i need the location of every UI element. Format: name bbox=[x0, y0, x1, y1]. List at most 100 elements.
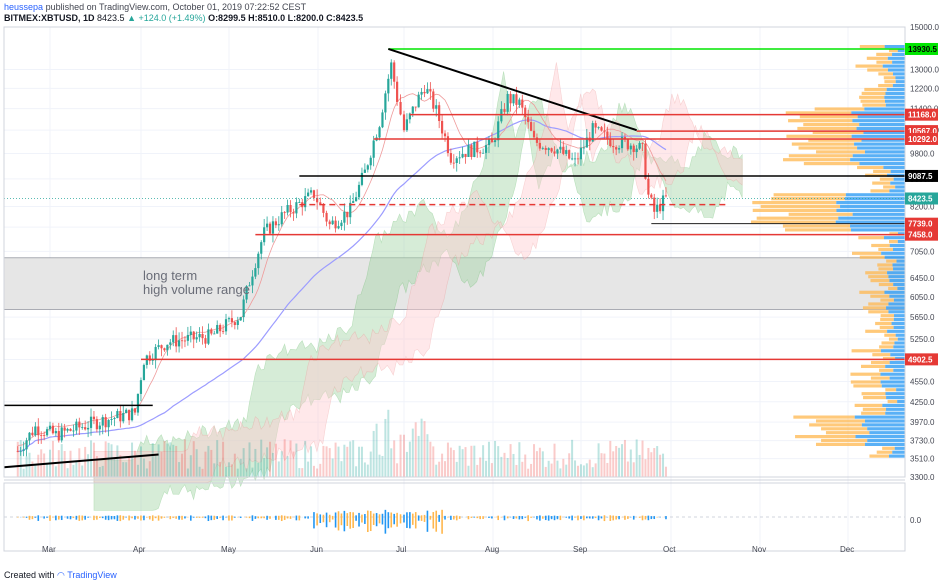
osc-bar bbox=[148, 515, 151, 520]
candle-body bbox=[325, 212, 328, 222]
vp-bar-down bbox=[863, 396, 887, 400]
vp-bar-up bbox=[850, 158, 905, 162]
volume-bar bbox=[166, 443, 169, 477]
candle-body bbox=[405, 119, 409, 131]
candle-body bbox=[337, 226, 340, 229]
vp-bar-down bbox=[883, 185, 896, 189]
tradingview-logo-icon[interactable]: ◠ bbox=[57, 570, 65, 580]
osc-bar bbox=[204, 516, 207, 519]
vp-bar-down bbox=[880, 314, 895, 318]
candle-body bbox=[172, 335, 175, 343]
osc-bar bbox=[603, 515, 606, 522]
candle-body bbox=[366, 165, 369, 170]
volume-bar bbox=[582, 465, 585, 477]
osc-y-tick: 0.0 bbox=[910, 516, 922, 525]
vp-bar-up bbox=[884, 290, 905, 294]
osc-bar bbox=[491, 516, 493, 519]
osc-bar bbox=[586, 516, 588, 519]
candle-body bbox=[183, 340, 187, 342]
volume-bar bbox=[298, 468, 301, 477]
candle-body bbox=[343, 211, 346, 223]
vp-bar-up bbox=[884, 255, 905, 259]
symbol-label[interactable]: BITMEX:XBTUSD, 1D bbox=[4, 13, 95, 23]
volume-bar bbox=[271, 452, 274, 477]
vp-bar-up bbox=[886, 407, 905, 411]
volume-bar bbox=[51, 440, 54, 477]
osc-bar bbox=[319, 514, 322, 524]
candle-body bbox=[538, 142, 541, 149]
vp-bar-down bbox=[751, 220, 836, 224]
volume-bar bbox=[656, 446, 659, 477]
vp-bar-down bbox=[803, 123, 860, 127]
vp-bar-up bbox=[897, 399, 905, 404]
vp-bar-down bbox=[785, 111, 852, 115]
publisher-name[interactable]: heussepa bbox=[4, 2, 44, 12]
vp-bar-down bbox=[864, 87, 887, 92]
osc-bar bbox=[22, 516, 25, 518]
volume-bar bbox=[411, 428, 414, 477]
volume-bar bbox=[337, 446, 340, 477]
osc-bar bbox=[624, 515, 626, 520]
price-tag-bg bbox=[905, 192, 938, 205]
candle-body bbox=[455, 158, 458, 164]
vp-bar-up bbox=[889, 454, 905, 458]
candle-body bbox=[245, 286, 248, 300]
osc-bar bbox=[571, 515, 573, 521]
volume-bar bbox=[145, 468, 148, 477]
candle-body bbox=[298, 202, 301, 203]
vp-bar-up bbox=[884, 45, 905, 49]
osc-pane-frame bbox=[3, 482, 906, 552]
y-tick-label: 9800.0 bbox=[910, 150, 935, 159]
vp-bar-down bbox=[850, 372, 881, 376]
candle-body bbox=[309, 190, 313, 193]
candle-body bbox=[527, 117, 530, 123]
volume-bar bbox=[198, 466, 201, 477]
osc-bar bbox=[151, 515, 154, 521]
osc-bar bbox=[497, 515, 499, 521]
candle-body bbox=[69, 428, 72, 431]
vp-bar-down bbox=[860, 99, 885, 103]
candle-body bbox=[467, 145, 470, 157]
volume-bar bbox=[213, 463, 216, 477]
osc-bar bbox=[137, 516, 139, 519]
vp-bar-up bbox=[892, 72, 905, 76]
footer-brand[interactable]: TradingView bbox=[67, 570, 117, 580]
osc-bar bbox=[387, 512, 390, 529]
candle-body bbox=[562, 146, 565, 154]
osc-bar bbox=[280, 515, 283, 522]
vp-bar-up bbox=[864, 107, 905, 111]
osc-bar bbox=[254, 516, 257, 519]
vp-bar-up bbox=[897, 48, 905, 53]
volume-bar bbox=[160, 451, 163, 477]
osc-bar bbox=[52, 516, 54, 518]
candle-body bbox=[340, 222, 343, 227]
osc-bar bbox=[216, 516, 218, 520]
vp-bar-up bbox=[893, 298, 905, 302]
osc-bar bbox=[337, 511, 340, 531]
price-tag-label: 10292.0 bbox=[908, 135, 937, 144]
volume-bar bbox=[396, 463, 399, 477]
zone-label-line1: long term bbox=[143, 268, 197, 283]
candle-body bbox=[104, 417, 107, 428]
osc-bar bbox=[500, 516, 503, 518]
volume-bar bbox=[260, 439, 263, 477]
osc-bar bbox=[119, 515, 122, 522]
candle-body bbox=[378, 127, 381, 138]
volume-bar bbox=[225, 466, 228, 477]
osc-bar bbox=[245, 516, 248, 518]
ichimoku-cloud bbox=[93, 62, 743, 511]
vp-bar-down bbox=[882, 357, 896, 361]
volume-bar bbox=[69, 450, 72, 477]
osc-bar bbox=[650, 516, 653, 520]
volume-bar bbox=[346, 446, 349, 477]
candle-body bbox=[163, 348, 166, 351]
vp-bar-up bbox=[864, 419, 905, 423]
vp-bar-up bbox=[893, 282, 905, 287]
osc-bar bbox=[146, 516, 148, 518]
price-tag-bg bbox=[905, 228, 938, 241]
osc-bar bbox=[544, 515, 547, 521]
vp-bar-down bbox=[884, 333, 896, 337]
y-tick-label: 5650.0 bbox=[910, 313, 935, 322]
